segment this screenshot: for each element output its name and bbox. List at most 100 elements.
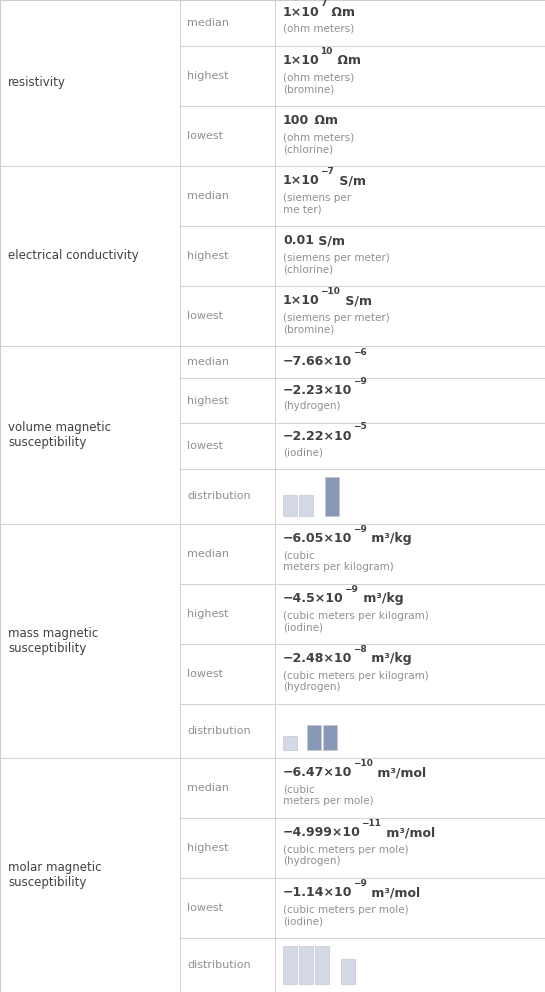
Text: (siemens per
me ter): (siemens per me ter) [283,192,351,214]
Text: electrical conductivity: electrical conductivity [8,249,139,263]
Bar [275,524,545,583]
Text: 1×10: 1×10 [283,175,320,187]
Text: −4.999×10: −4.999×10 [283,826,361,839]
Text: m³/mol: m³/mol [382,826,435,839]
Text: −9: −9 [344,584,358,593]
Bar [180,46,275,106]
Text: highest: highest [187,70,228,81]
Text: median: median [187,783,229,793]
Text: −11: −11 [361,818,382,828]
Bar [180,703,275,758]
Text: Ωm: Ωm [327,6,355,19]
Bar [283,945,297,984]
Bar [180,524,275,583]
Text: −4.5×10: −4.5×10 [283,592,344,605]
Bar [180,106,275,166]
Bar [180,469,275,524]
Bar [323,725,337,750]
Text: (ohm meters)
(bromine): (ohm meters) (bromine) [283,72,354,94]
Bar [275,583,545,644]
Bar [275,0,545,46]
Text: highest: highest [187,251,228,261]
Text: S/m: S/m [335,175,366,187]
Text: (ohm meters): (ohm meters) [283,24,354,34]
Text: −10: −10 [320,287,340,296]
Text: S/m: S/m [314,234,346,247]
Text: −10: −10 [353,759,373,768]
Bar [0,0,180,166]
Bar [283,736,297,750]
Text: (siemens per meter)
(chlorine): (siemens per meter) (chlorine) [283,253,390,275]
Text: median: median [187,190,229,201]
Text: m³/kg: m³/kg [367,532,412,545]
Text: highest: highest [187,608,228,619]
Text: (cubic meters per mole)
(hydrogen): (cubic meters per mole) (hydrogen) [283,845,409,866]
Bar [0,346,180,524]
Bar [0,524,180,758]
Text: 1×10: 1×10 [283,55,320,67]
Text: (iodine): (iodine) [283,447,323,457]
Bar [325,477,339,516]
Bar [299,494,313,516]
Text: mass magnetic
susceptibility: mass magnetic susceptibility [8,627,98,655]
Text: median: median [187,549,229,558]
Text: distribution: distribution [187,960,251,970]
Bar [341,959,355,984]
Text: distribution: distribution [187,726,251,736]
Text: −9: −9 [353,879,367,888]
Bar [180,644,275,703]
Bar [275,378,545,424]
Bar [275,937,545,992]
Text: molar magnetic
susceptibility: molar magnetic susceptibility [8,861,101,889]
Bar [180,758,275,817]
Bar [180,0,275,46]
Text: (hydrogen): (hydrogen) [283,402,341,412]
Text: distribution: distribution [187,491,251,501]
Bar [275,817,545,878]
Bar [180,286,275,346]
Bar [180,166,275,226]
Bar [180,378,275,424]
Bar [275,758,545,817]
Text: −2.23×10: −2.23×10 [283,384,353,397]
Text: Ωm: Ωm [310,114,338,127]
Bar [275,703,545,758]
Bar [0,166,180,346]
Text: −2.48×10: −2.48×10 [283,652,353,665]
Text: 100: 100 [283,114,309,127]
Text: highest: highest [187,396,228,406]
Text: median: median [187,357,229,367]
Bar [299,945,313,984]
Text: 1×10: 1×10 [283,6,320,19]
Text: −1.14×10: −1.14×10 [283,886,353,900]
Text: −6: −6 [353,348,366,357]
Text: m³/kg: m³/kg [359,592,403,605]
Text: lowest: lowest [187,669,223,679]
Bar [180,583,275,644]
Text: lowest: lowest [187,131,223,141]
Bar [275,106,545,166]
Text: (siemens per meter)
(bromine): (siemens per meter) (bromine) [283,312,390,334]
Bar [275,644,545,703]
Bar [275,166,545,226]
Text: −9: −9 [353,525,367,534]
Bar [275,424,545,469]
Bar [275,878,545,937]
Bar [0,758,180,992]
Bar [180,346,275,378]
Bar [315,945,329,984]
Text: 7: 7 [320,0,326,8]
Text: −7: −7 [320,167,334,176]
Bar [275,226,545,286]
Text: −6.47×10: −6.47×10 [283,766,353,780]
Text: −8: −8 [353,645,367,654]
Bar [283,494,297,516]
Text: (cubic meters per kilogram)
(hydrogen): (cubic meters per kilogram) (hydrogen) [283,671,429,692]
Bar [275,46,545,106]
Text: m³/mol: m³/mol [367,886,420,900]
Text: lowest: lowest [187,310,223,321]
Text: −9: −9 [353,377,367,386]
Text: 0.01: 0.01 [283,234,314,247]
Text: (cubic meters per mole)
(iodine): (cubic meters per mole) (iodine) [283,905,409,927]
Text: Ωm: Ωm [333,55,361,67]
